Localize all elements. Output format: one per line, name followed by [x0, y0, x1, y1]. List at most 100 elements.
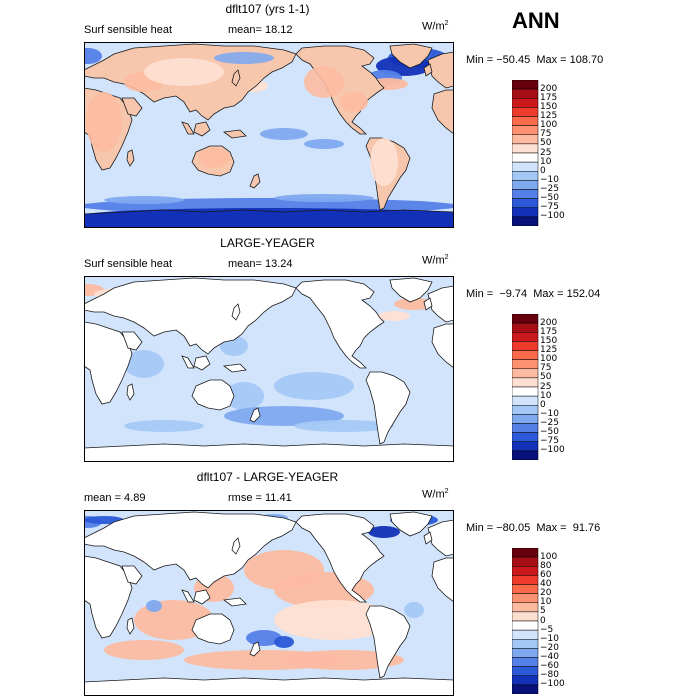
colorbar-tick-label: 0: [540, 165, 546, 176]
colorbar-tick-label: 25: [540, 147, 552, 158]
colorbar-tick-label: 80: [540, 560, 552, 571]
anomaly-patch: [104, 196, 184, 204]
field-label: Surf sensible heat: [84, 258, 173, 270]
map-frame: [84, 42, 454, 228]
madagascar-land: [126, 149, 135, 167]
colorbar-swatch: [512, 639, 539, 649]
colorbar-swatch: [512, 189, 539, 199]
min-max-label: Min = −50.45 Max = 108.70: [466, 54, 604, 66]
colorbar: [512, 548, 539, 694]
colorbar-tick-label: 125: [540, 111, 558, 121]
madagascar-land: [126, 617, 135, 635]
field-label: Surf sensible heat: [84, 24, 173, 36]
panel-title: dflt107 - LARGE-YEAGER: [196, 470, 339, 484]
colorbar-swatch: [512, 314, 539, 324]
colorbar-swatch: [512, 98, 539, 108]
colorbar-swatch: [512, 548, 539, 558]
colorbar-tick-label: 150: [540, 335, 558, 346]
antarctica-land: [84, 209, 454, 228]
colorbar-tick-label: 100: [540, 120, 558, 131]
colorbar-tick-label: −10: [540, 408, 559, 419]
land-anomaly-field: [86, 52, 398, 186]
colorbar-tick-label: 5: [540, 606, 546, 617]
colorbar-tick-label: 175: [540, 326, 558, 337]
colorbar-tick-label: 75: [540, 129, 552, 140]
land-anomaly-patch: [144, 58, 224, 86]
arabia-land: [121, 331, 143, 351]
new-zealand-land: [249, 641, 261, 657]
mean-label: mean = 4.89: [84, 492, 146, 504]
season-label: ANN: [512, 8, 560, 33]
land-anomaly-patch: [214, 52, 274, 64]
colorbar-tick-label: 50: [540, 372, 552, 383]
anomaly-patch: [404, 602, 424, 618]
sumatra-land: [181, 121, 195, 135]
greenland-land: [389, 277, 433, 303]
anomaly-patch: [84, 48, 102, 64]
colorbar-swatch: [512, 432, 539, 442]
colorbar-swatch: [512, 395, 539, 406]
japan-land: [231, 537, 241, 555]
africa-west-land: [431, 89, 454, 135]
map-frame: [84, 276, 454, 462]
japan-land: [231, 69, 241, 87]
colorbar-swatch: [512, 675, 539, 686]
colorbar-swatch: [512, 575, 539, 585]
colorbar: [512, 314, 539, 460]
colorbar-swatch: [512, 359, 539, 369]
arabia-land: [121, 97, 143, 117]
colorbar-swatch: [512, 216, 539, 226]
colorbar-tick-label: −100: [540, 445, 565, 456]
antarctica-land: [84, 443, 454, 462]
colorbar: [512, 80, 539, 226]
colorbar-swatch: [512, 198, 539, 208]
colorbar-swatch: [512, 620, 539, 631]
panel-title: LARGE-YEAGER: [220, 236, 315, 250]
colorbar-tick-label: 50: [540, 138, 552, 149]
colorbar-tick-label: 10: [540, 390, 552, 401]
colorbar-tick-label: −40: [540, 652, 559, 662]
uk-land: [423, 63, 433, 77]
map-panel-model: dflt107 (yrs 1-1) Surf sensible heat mea…: [0, 2, 700, 232]
eurasia-land: [84, 511, 297, 589]
panel-title: dflt107 (yrs 1-1): [225, 2, 310, 16]
units-label: W/m2: [422, 488, 449, 501]
colorbar-tick-label: −75: [540, 436, 559, 447]
colorbar-swatch: [512, 441, 539, 452]
antarctica-land: [84, 677, 454, 696]
global-map: [84, 276, 454, 462]
australia-land: [191, 613, 235, 645]
colorbar-swatch: [512, 648, 539, 658]
madagascar-land: [126, 383, 135, 401]
colorbar-tick-label: 20: [540, 588, 552, 599]
colorbar-swatch: [512, 611, 539, 622]
south-america-land: [365, 605, 411, 679]
land-anomaly-patch: [340, 92, 368, 112]
colorbar-swatch: [512, 657, 539, 667]
arabia-land: [121, 565, 143, 585]
colorbar-swatch: [512, 593, 539, 603]
global-map: [84, 510, 454, 696]
min-max-label: Min = −80.05 Max = 91.76: [466, 522, 601, 534]
anomaly-patch: [146, 600, 162, 612]
continents: [84, 511, 454, 696]
uk-land: [423, 531, 433, 545]
colorbar-swatch: [512, 666, 539, 676]
colorbar-swatch: [512, 322, 539, 333]
colorbar-swatch: [512, 377, 539, 388]
colorbar-swatch: [512, 125, 539, 135]
land-anomaly-patch: [304, 66, 344, 98]
min-max-label: Min = −9.74 Max = 152.04: [466, 288, 601, 300]
colorbar-swatch: [512, 423, 539, 433]
units-label: W/m2: [422, 254, 449, 267]
south-america-land: [365, 371, 411, 445]
colorbar-tick-label: 75: [540, 363, 552, 374]
eurasia-land: [84, 277, 297, 355]
anomaly-patch: [274, 194, 374, 202]
colorbar-swatch: [512, 414, 539, 424]
new-guinea-land: [222, 597, 247, 607]
anomaly-patch: [260, 128, 308, 140]
colorbar-tick-label: −5: [540, 624, 554, 635]
greenland-land: [389, 43, 433, 69]
colorbar-tick-label: −100: [540, 679, 565, 690]
